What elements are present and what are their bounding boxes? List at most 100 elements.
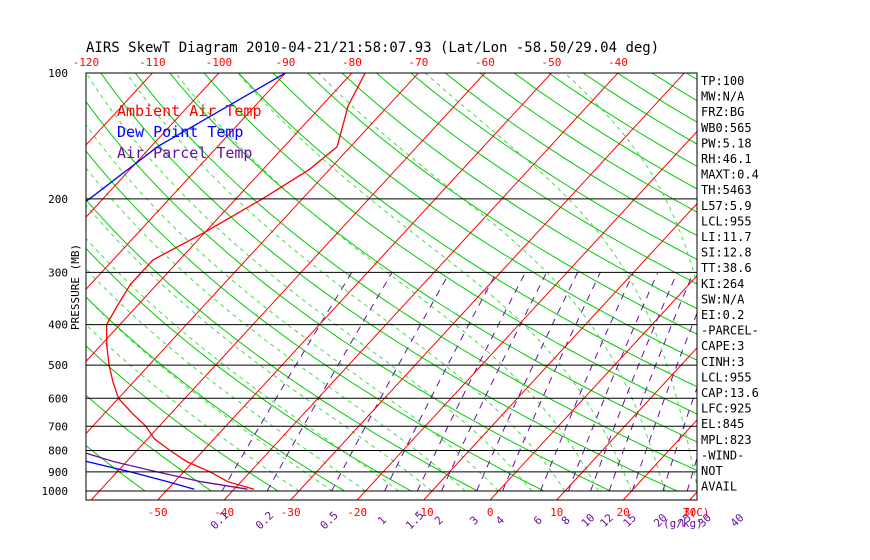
index-line: FRZ:BG [701, 105, 744, 119]
dry-adiabat [444, 73, 697, 237]
index-line: EL:845 [701, 417, 744, 431]
mixing-ratio-tick-label: 8 [559, 514, 573, 528]
pressure-tick-label: 800 [48, 444, 68, 457]
mixing-ratio-line [502, 272, 601, 492]
legend-entry: Dew Point Temp [117, 123, 243, 141]
bottom-temp-tick-label: -10 [414, 506, 434, 519]
dry-adiabat [272, 73, 697, 361]
isotherm [423, 202, 697, 500]
top-temp-tick-label: -50 [541, 56, 561, 69]
index-line: LCL:955 [701, 370, 752, 384]
index-line: SI:12.8 [701, 246, 752, 260]
isotherm [90, 73, 486, 500]
bottom-temp-tick-label: 10 [550, 506, 563, 519]
pressure-tick-label: 400 [48, 319, 68, 332]
bottom-temp-tick-label: -20 [347, 506, 367, 519]
index-line: TT:38.6 [701, 261, 752, 275]
moist-adiabat [317, 73, 666, 492]
mixing-ratio-line [416, 272, 526, 492]
top-temp-tick-label: -100 [206, 56, 233, 69]
pressure-tick-label: 500 [48, 359, 68, 372]
top-temp-tick-label: -120 [73, 56, 100, 69]
index-line: MPL:823 [701, 433, 752, 447]
mixing-ratio-line [540, 272, 634, 492]
mixing-ratio-line [567, 272, 659, 492]
legend: Ambient Air Temp Dew Point Temp Air Parcel… [117, 102, 262, 162]
index-line: TH:5463 [701, 183, 752, 197]
legend-entry: Air Parcel Temp [117, 144, 252, 162]
index-line: CINH:3 [701, 355, 744, 369]
moist-adiabat [237, 73, 632, 492]
moist-adiabat [175, 73, 599, 492]
index-line: EI:0.2 [701, 308, 744, 322]
top-temp-tick-label: -110 [139, 56, 166, 69]
dry-adiabat [86, 345, 279, 492]
mixing-ratio-tick-label: 0.2 [253, 509, 276, 532]
pressure-tick-label: 1000 [42, 485, 69, 498]
dry-adiabat [410, 73, 697, 260]
index-line: MW:N/A [701, 90, 745, 104]
dry-adiabat [169, 73, 697, 443]
isotherm [622, 419, 697, 500]
isotherm [86, 73, 420, 435]
series-line-air-parcel-temp [86, 452, 248, 490]
bottom-temp-tick-label: -30 [281, 506, 301, 519]
moist-adiabat [564, 73, 697, 287]
mixing-ratio-tick-label: 10 [579, 511, 598, 530]
mixing-ratio-unit: (g/kg) [663, 517, 703, 530]
index-line: LFC:925 [701, 402, 752, 416]
pressure-tick-label: 700 [48, 420, 68, 433]
isotherm [356, 130, 697, 500]
dry-adiabat [238, 73, 697, 388]
dry-adiabat [790, 73, 870, 491]
mixing-ratio-line [476, 272, 579, 492]
isotherm [86, 73, 287, 291]
mixing-ratio-line [608, 272, 694, 492]
mixing-ratio-tick-label: 6 [531, 514, 545, 528]
index-line: LI:11.7 [701, 230, 752, 244]
dry-adiabat [86, 394, 212, 492]
y-axis-label: PRESSURE (MB) [69, 244, 82, 330]
plot-area [0, 68, 870, 500]
dry-adiabat [86, 247, 412, 492]
dry-adiabat [375, 73, 697, 285]
mixing-ratio-tick-label: 2 [432, 514, 446, 528]
mixing-ratio-line [266, 272, 393, 492]
dry-adiabat [100, 73, 678, 492]
top-temp-tick-label: -80 [342, 56, 362, 69]
series-line-ambient-air-temp [105, 73, 366, 490]
index-line: MAXT:0.4 [701, 168, 759, 182]
dry-adiabat [86, 100, 611, 492]
bottom-temp-tick-label: 20 [617, 506, 630, 519]
index-line: CAPE:3 [701, 339, 744, 353]
mixing-ratio-line [221, 272, 353, 492]
index-line: LCL:955 [701, 214, 752, 228]
pressure-tick-label: 900 [48, 466, 68, 479]
mixing-ratio-tick-label: 3 [467, 514, 481, 528]
mixing-ratio-line [631, 311, 697, 492]
mixing-ratio-line [662, 386, 697, 492]
mixing-ratio-tick-label: 12 [597, 511, 616, 530]
mixing-ratio-tick-label: 0.5 [318, 509, 341, 532]
pressure-tick-label: 300 [48, 266, 68, 279]
index-line: L57:5.9 [701, 199, 752, 213]
dry-adiabat [134, 73, 697, 472]
top-temp-tick-label: -70 [408, 56, 428, 69]
isotherm [0, 68, 24, 500]
dry-adiabat [859, 73, 870, 491]
moist-adiabat [86, 204, 433, 492]
pressure-tick-label: 200 [48, 193, 68, 206]
mixing-ratio-tick-label: 40 [728, 511, 747, 530]
top-temp-tick-label: -60 [475, 56, 495, 69]
dry-adiabat [824, 73, 870, 491]
pressure-tick-label: 100 [48, 67, 68, 80]
isotherm [290, 73, 686, 500]
isotherm [86, 73, 154, 146]
moist-adiabat [86, 123, 499, 492]
mixing-ratio-tick-label: 1 [375, 514, 389, 528]
isotherm [756, 68, 870, 500]
bottom-temp-tick-label: 0 [487, 506, 494, 519]
index-line: RH:46.1 [701, 152, 752, 166]
